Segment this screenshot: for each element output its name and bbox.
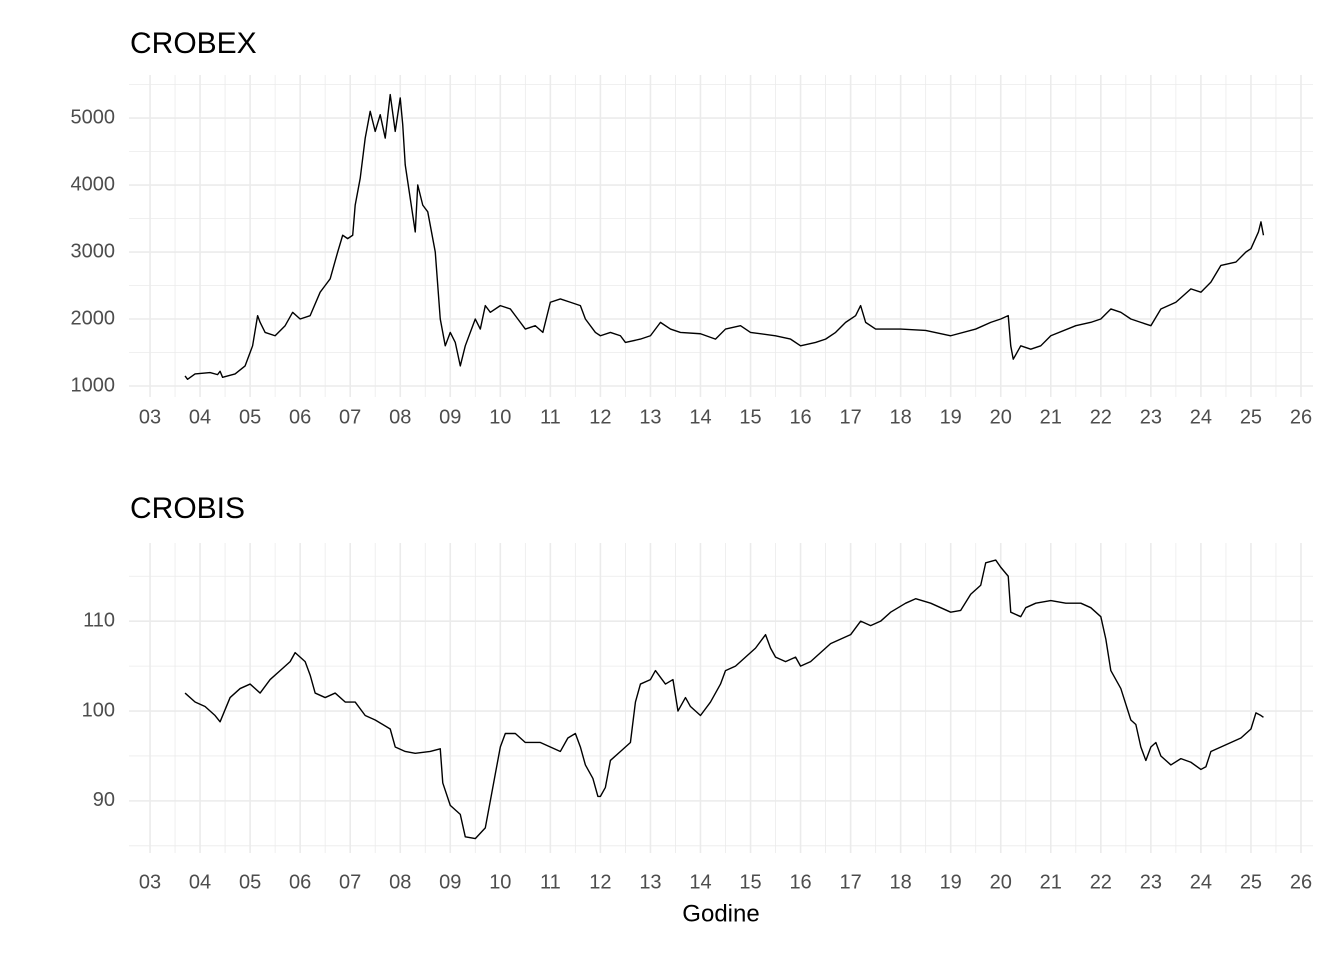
y-tick-label: 2000 xyxy=(71,307,116,329)
x-tick-label: 16 xyxy=(789,871,811,893)
x-tick-label: 26 xyxy=(1290,406,1312,428)
x-tick-label: 19 xyxy=(940,871,962,893)
x-tick-label: 24 xyxy=(1190,871,1212,893)
x-tick-label: 10 xyxy=(489,406,511,428)
x-tick-label: 05 xyxy=(239,406,261,428)
x-tick-label: 22 xyxy=(1090,406,1112,428)
x-tick-label: 08 xyxy=(389,871,411,893)
x-tick-label: 10 xyxy=(489,871,511,893)
x-tick-label: 12 xyxy=(589,871,611,893)
x-tick-label: 15 xyxy=(739,871,761,893)
line xyxy=(184,559,1264,840)
x-tick-label: 06 xyxy=(289,406,311,428)
x-tick-label: 17 xyxy=(839,406,861,428)
x-tick-label: 15 xyxy=(739,406,761,428)
x-tick-label: 14 xyxy=(689,406,711,428)
x-tick-label: 17 xyxy=(839,871,861,893)
x-tick-label: 03 xyxy=(139,871,161,893)
x-tick-label: 07 xyxy=(339,871,361,893)
x-tick-label: 21 xyxy=(1040,871,1062,893)
x-tick-label: 19 xyxy=(940,406,962,428)
x-tick-label: 23 xyxy=(1140,406,1162,428)
x-tick-label: 04 xyxy=(189,406,211,428)
x-tick-label: 13 xyxy=(639,871,661,893)
x-tick-label: 03 xyxy=(139,406,161,428)
x-tick-label: 25 xyxy=(1240,406,1262,428)
x-tick-label: 11 xyxy=(540,871,561,893)
y-tick-label: 3000 xyxy=(71,240,116,262)
x-tick-label: 13 xyxy=(639,406,661,428)
y-tick-label: 100 xyxy=(82,699,115,721)
chart-title: CROBIS xyxy=(130,492,245,525)
x-tick-label: 25 xyxy=(1240,871,1262,893)
x-tick-label: 22 xyxy=(1090,871,1112,893)
x-tick-label: 18 xyxy=(890,871,912,893)
y-tick-label: 5000 xyxy=(71,106,116,128)
x-tick-label: 06 xyxy=(289,871,311,893)
y-tick-label: 110 xyxy=(83,609,115,631)
line xyxy=(184,93,1265,381)
x-tick-label: 23 xyxy=(1140,871,1162,893)
x-tick-label: 24 xyxy=(1190,406,1212,428)
y-tick-label: 90 xyxy=(93,789,115,811)
x-tick-label: 08 xyxy=(389,406,411,428)
x-tick-label: 20 xyxy=(990,406,1012,428)
x-axis-label: Godine xyxy=(682,900,759,927)
x-tick-label: 16 xyxy=(789,406,811,428)
x-tick-label: 26 xyxy=(1290,871,1312,893)
chart-title: CROBEX xyxy=(130,27,257,60)
x-tick-label: 21 xyxy=(1040,406,1062,428)
x-tick-label: 07 xyxy=(339,406,361,428)
x-tick-label: 04 xyxy=(189,871,211,893)
x-tick-label: 11 xyxy=(540,406,561,428)
x-tick-label: 12 xyxy=(589,406,611,428)
x-tick-label: 20 xyxy=(990,871,1012,893)
y-tick-label: 1000 xyxy=(71,374,116,396)
y-tick-label: 4000 xyxy=(71,173,116,195)
x-tick-label: 14 xyxy=(689,871,711,893)
x-tick-label: 18 xyxy=(890,406,912,428)
x-tick-label: 09 xyxy=(439,406,461,428)
x-tick-label: 09 xyxy=(439,871,461,893)
x-tick-label: 05 xyxy=(239,871,261,893)
